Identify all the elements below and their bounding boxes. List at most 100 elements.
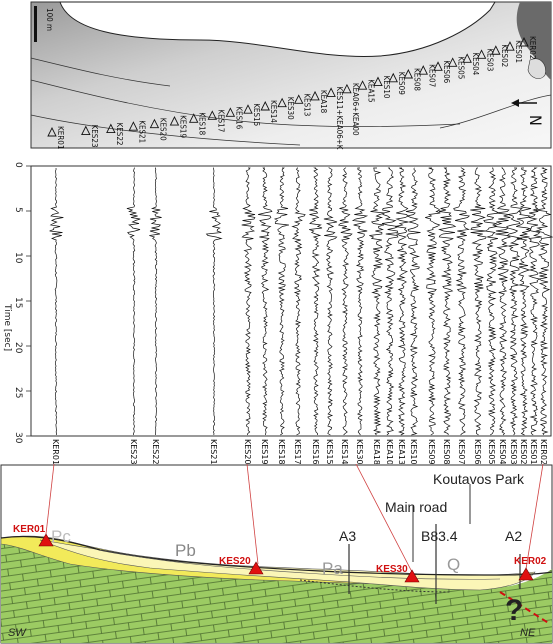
seismogram-trace	[49, 167, 64, 436]
map-station: KES15	[243, 103, 261, 126]
lagoon-area	[59, 1, 496, 58]
map-station: KES16	[225, 106, 243, 130]
trace-label: KEA13	[397, 439, 406, 464]
trace-labels: KER01 KES23 KES22 KES21 KES20 KES19 KES18 KES17…	[51, 439, 548, 464]
main-road-label: Main road	[385, 499, 447, 515]
map-station-label: KES03	[486, 48, 495, 71]
map-station-label: KER02	[528, 36, 537, 59]
map-station: KES05	[447, 56, 466, 79]
time-tick-label: 25	[13, 387, 23, 398]
map-station-label: KEA06+KEA00	[351, 83, 360, 136]
map-station-label: KES01	[514, 40, 523, 63]
map-station-label: KES05	[457, 56, 466, 79]
seismogram-trace	[381, 167, 400, 436]
map-station-label: KER01	[56, 126, 65, 149]
map-station: KER02	[519, 36, 537, 59]
unit-pa-label: Pa	[322, 559, 343, 578]
sw-label: SW	[8, 627, 27, 639]
map-station-label: KEA18	[319, 90, 328, 114]
trace-label: KES17	[293, 439, 302, 464]
time-tick-label: 0	[13, 162, 23, 168]
map-station-label: KES07	[427, 64, 436, 87]
trace-label: KES02	[519, 439, 528, 464]
trace-label: KES23	[129, 439, 138, 464]
contour-line	[30, 79, 461, 127]
seismogram-trace	[395, 167, 409, 436]
koutavos-park-label: Koutavos Park	[433, 471, 525, 487]
trace-label: KES09	[427, 439, 436, 464]
map-station: KES07	[418, 64, 436, 87]
trace-label: KES10	[409, 439, 418, 464]
trace-label: KEA10	[385, 439, 394, 464]
seismogram-trace	[309, 167, 323, 435]
well-b83-label: B83.4	[421, 528, 458, 544]
marker-ker01-label: KER01	[13, 524, 46, 535]
dark-terrain	[516, 2, 551, 80]
seismogram-trace	[205, 167, 223, 436]
map-station: KES13	[293, 93, 312, 116]
map-station-label: KES21	[137, 120, 146, 143]
map-station-label: KES09	[397, 72, 406, 95]
unit-pc-label: Pc	[51, 527, 71, 546]
trace-label: KES16	[311, 439, 320, 464]
map-station: KES09	[388, 72, 406, 95]
trace-label: KES15	[325, 439, 334, 464]
map-station: KES03	[476, 48, 495, 71]
map-station-label: KEA15	[367, 79, 376, 102]
marker-kes20-label: KES20	[219, 556, 251, 567]
map-station: KES23	[81, 125, 99, 148]
seismogram-trace	[453, 167, 470, 436]
map-station-label: KES18	[198, 112, 207, 135]
question-mark: ?	[505, 594, 523, 627]
time-tick-label: 30	[13, 432, 23, 444]
trace-label: KES05	[487, 439, 496, 464]
marker-kes20: KES20	[219, 556, 264, 575]
scale-label: 100 m	[45, 8, 54, 31]
map-station: KES19	[169, 115, 187, 138]
ground-surface	[0, 535, 553, 576]
seismogram-traces	[49, 167, 553, 436]
seismogram-trace	[483, 167, 501, 436]
map-station-label: KES20	[158, 118, 167, 141]
map-station: KES02	[491, 44, 509, 67]
time-tick-label: 5	[13, 207, 23, 213]
seismogram-trace	[323, 167, 338, 436]
map-station-label: KES14	[269, 100, 278, 123]
station-markers: KER01 KES23 KES22 KES21 KES20 KES19 KES18 KES17…	[47, 36, 537, 150]
map-station: KES30	[277, 97, 295, 120]
map-station-label: KES23	[90, 125, 99, 148]
seismogram-trace	[273, 167, 289, 436]
map-station: KEA06+KEA00	[342, 83, 360, 136]
seismogram-frame	[30, 165, 552, 437]
seismogram-trace	[525, 167, 542, 436]
map-station-label: KES11+KEA06+KEA05	[335, 86, 344, 150]
time-tick-label: 20	[13, 342, 23, 354]
seismogram-trace	[516, 167, 532, 436]
north-label: N	[526, 115, 545, 126]
seismogram-trace	[241, 167, 256, 436]
seismogram-trace	[535, 167, 553, 436]
trace-label: KES06	[473, 439, 482, 464]
map-station-label: KES06	[442, 60, 451, 83]
map-station: KES11+KEA06+KEA05	[326, 86, 344, 150]
map-station-label: KES13	[303, 93, 312, 116]
unit-q-label: Q	[447, 555, 460, 574]
map-station: KES14	[260, 100, 278, 123]
seismogram-trace	[405, 167, 421, 436]
map-station: KES22	[106, 123, 124, 146]
map-station-label: KES17	[216, 109, 225, 132]
map-station-label: KES15	[252, 103, 261, 126]
trace-label: KES19	[260, 439, 269, 464]
map-station-label: KES19	[178, 115, 187, 138]
trace-label: KER02	[539, 439, 548, 464]
seismogram-trace	[369, 167, 385, 436]
trace-label: KEA18	[372, 439, 381, 464]
map-station: KES21	[128, 120, 146, 143]
map-station-label: KES02	[500, 44, 509, 67]
time-axis: 0 5 10 15 20 25 30	[13, 162, 31, 444]
map-station-label: KES30	[286, 97, 295, 120]
map-station: KES17	[207, 109, 225, 132]
map-station-label: KES10	[382, 76, 391, 99]
